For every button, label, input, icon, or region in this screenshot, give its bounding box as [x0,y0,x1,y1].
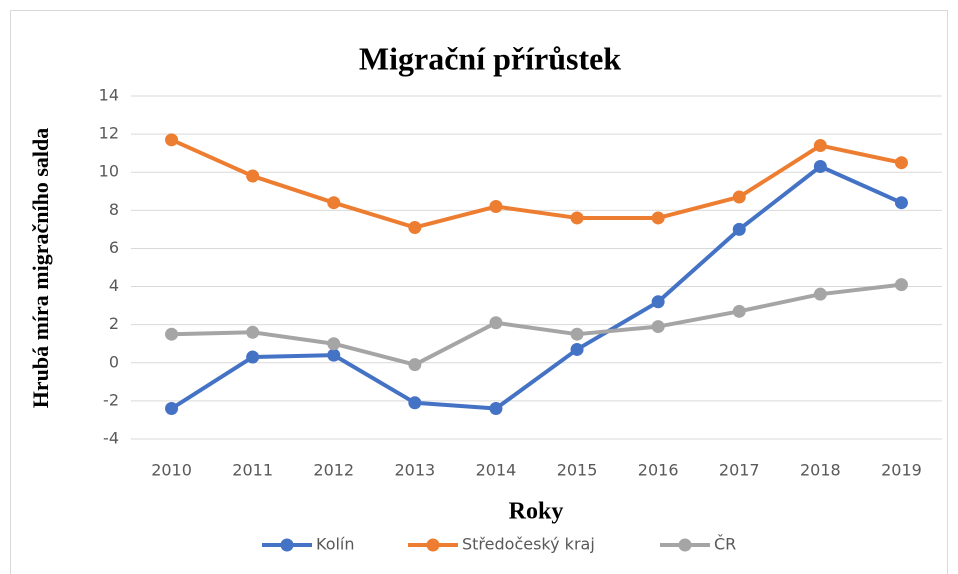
x-tick-label: 2013 [394,461,435,480]
y-axis-label: Hrubá míra migračního salda [28,128,53,409]
x-tick-label: 2011 [232,461,273,480]
legend-label: ČR [714,535,736,554]
data-point [813,160,827,174]
x-tick-label: 2018 [800,461,841,480]
data-point [651,320,665,334]
data-point [570,327,584,341]
data-point [894,196,908,210]
legend-label: Kolín [316,535,355,554]
x-tick-label: 2010 [151,461,192,480]
data-point [408,220,422,234]
data-point [570,211,584,225]
legend-label: Středočeský kraj [462,535,595,554]
x-tick-label: 2016 [638,461,679,480]
data-point [165,402,179,416]
data-point [246,350,260,364]
data-point [408,396,422,410]
data-point [894,156,908,170]
x-axis-label: Roky [509,499,564,525]
y-tick-label: 8 [109,200,119,219]
data-point [570,342,584,356]
series-line [170,164,903,411]
data-point [813,287,827,301]
y-tick-label: 2 [109,314,119,333]
data-point [732,190,746,204]
legend-marker [426,538,440,552]
y-tick-label: 14 [99,86,119,105]
chart-frame [10,10,948,574]
y-tick-label: 12 [99,124,119,143]
x-tick-label: 2012 [313,461,354,480]
x-tick-label: 2014 [476,461,517,480]
x-tick-label: 2015 [557,461,598,480]
y-tick-label: -2 [103,390,119,409]
data-point [246,169,260,183]
data-point [327,196,341,210]
legend-marker [280,538,294,552]
y-tick-label: 10 [99,162,119,181]
data-point [327,337,341,351]
y-tick-label: 0 [109,352,119,371]
data-point [651,295,665,309]
data-point [246,325,260,339]
chart-title: Migrační přírůstek [359,40,621,76]
x-tick-label: 2017 [719,461,760,480]
data-point [165,133,179,147]
data-point [165,327,179,341]
x-tick-label: 2019 [881,461,922,480]
y-tick-label: 6 [109,238,119,257]
legend-marker [678,538,692,552]
series-line [171,282,902,367]
data-point [894,278,908,292]
data-point [489,316,503,330]
data-point [327,348,341,362]
data-point [732,222,746,236]
data-point [813,139,827,153]
y-tick-label: -4 [103,429,119,448]
data-point [408,358,422,372]
data-point [489,402,503,416]
data-point [651,211,665,225]
data-point [732,304,746,318]
series-line [170,138,902,230]
y-tick-label: 4 [109,276,119,295]
data-point [489,200,503,214]
